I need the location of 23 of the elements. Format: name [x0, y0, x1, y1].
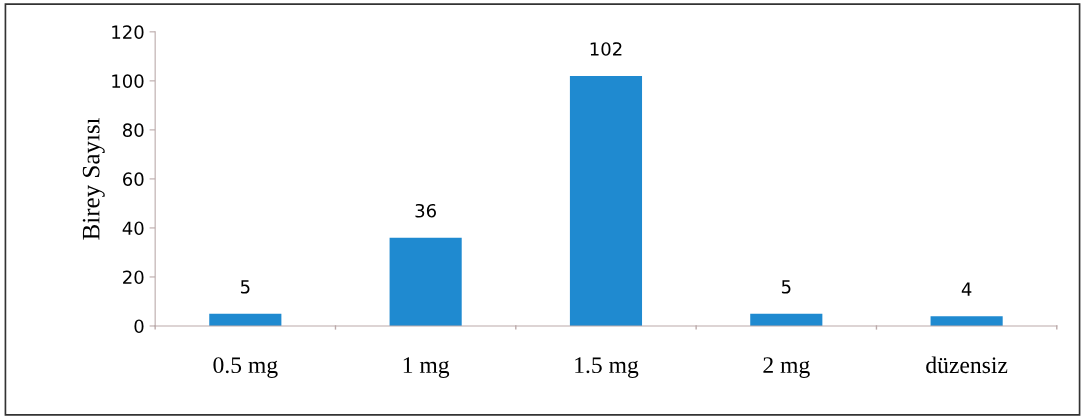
- x-tick-label: 2 mg: [763, 357, 810, 378]
- data-label: 5: [781, 280, 791, 294]
- bar: [209, 313, 282, 326]
- y-tick-label: 120: [112, 25, 144, 39]
- bar: [930, 316, 1003, 326]
- data-label: 5: [240, 280, 250, 294]
- y-tick-label: 40: [122, 221, 144, 236]
- data-label: 36: [415, 203, 436, 218]
- y-tick-label: 60: [123, 172, 144, 187]
- data-label: 4: [961, 282, 972, 296]
- x-tick-label: 1.5 mg: [575, 357, 639, 378]
- data-label: 102: [590, 42, 622, 56]
- x-tick-label: 0.5 mg: [213, 357, 278, 378]
- x-tick-label: düzensiz: [926, 356, 1008, 374]
- bar: [569, 75, 643, 326]
- x-tick-label: 1 mg: [403, 357, 450, 378]
- y-axis-title: Birey Sayısı: [82, 117, 105, 240]
- y-tick-label: 100: [112, 74, 144, 88]
- bar: [750, 313, 823, 326]
- y-tick-label: 80: [122, 123, 144, 138]
- y-tick-label: 0: [134, 319, 144, 334]
- bar: [389, 237, 462, 326]
- y-tick-label: 20: [123, 270, 144, 285]
